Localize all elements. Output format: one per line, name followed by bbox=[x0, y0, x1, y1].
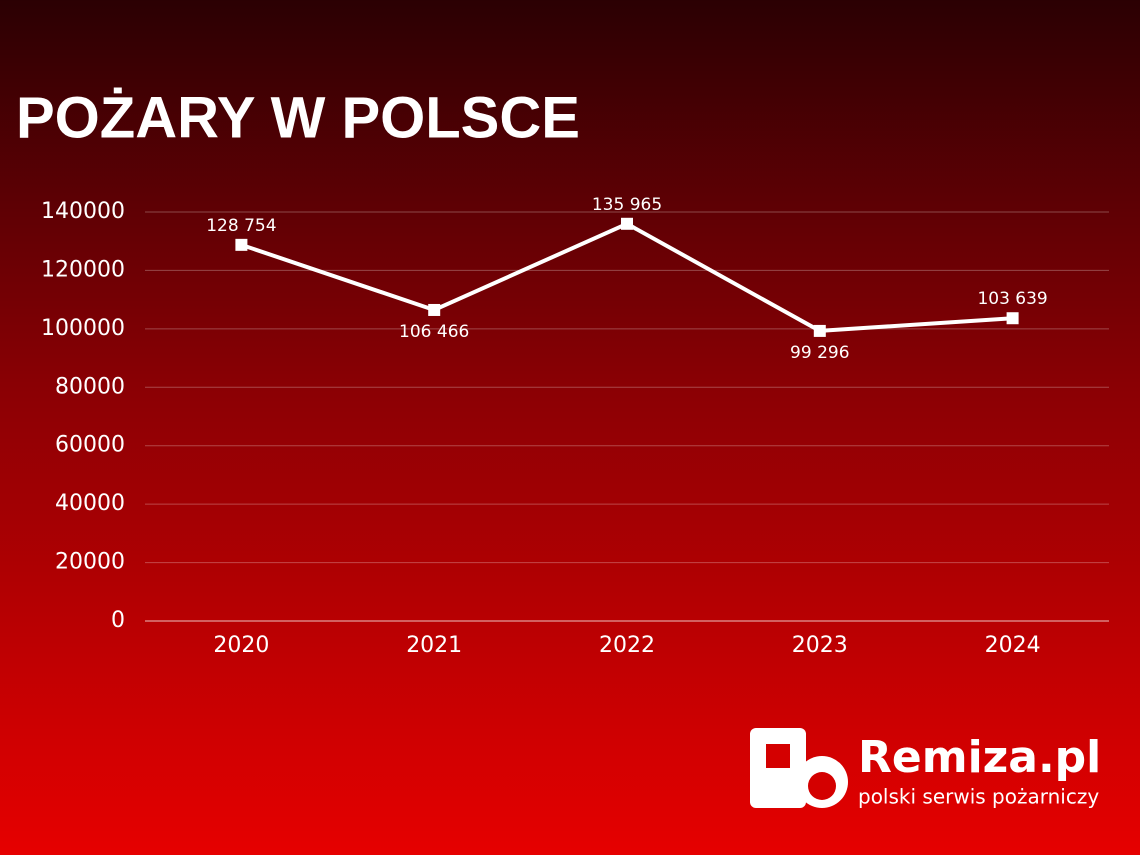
y-tick-label: 120000 bbox=[41, 257, 125, 282]
y-tick-label: 40000 bbox=[55, 491, 125, 516]
logo-tagline: polski serwis pożarniczy bbox=[858, 785, 1099, 809]
y-tick-label: 140000 bbox=[41, 199, 125, 224]
x-tick-label: 2024 bbox=[985, 633, 1041, 658]
y-tick-label: 100000 bbox=[41, 316, 125, 341]
x-tick-label: 2023 bbox=[792, 633, 848, 658]
x-tick-label: 2022 bbox=[599, 633, 655, 658]
value-label: 106 466 bbox=[399, 322, 469, 342]
value-label: 99 296 bbox=[790, 343, 849, 363]
value-label: 128 754 bbox=[206, 216, 276, 236]
marker bbox=[428, 303, 441, 316]
logo-icon bbox=[750, 728, 848, 808]
value-label: 103 639 bbox=[977, 289, 1047, 309]
logo-drop-inner bbox=[808, 772, 836, 800]
marker bbox=[813, 324, 826, 337]
y-tick-label: 20000 bbox=[55, 550, 125, 575]
x-tick-label: 2020 bbox=[213, 633, 269, 658]
logo-name: Remiza.pl bbox=[858, 732, 1101, 783]
chart-title: POŻARY W POLSCE bbox=[16, 85, 580, 150]
logo-cut bbox=[766, 744, 790, 768]
value-label: 135 965 bbox=[592, 195, 662, 215]
y-tick-label: 80000 bbox=[55, 374, 125, 399]
marker bbox=[235, 238, 248, 251]
y-tick-label: 0 bbox=[111, 608, 125, 633]
y-tick-label: 60000 bbox=[55, 433, 125, 458]
marker bbox=[1006, 312, 1019, 325]
marker bbox=[621, 217, 633, 230]
x-tick-label: 2021 bbox=[406, 633, 462, 658]
